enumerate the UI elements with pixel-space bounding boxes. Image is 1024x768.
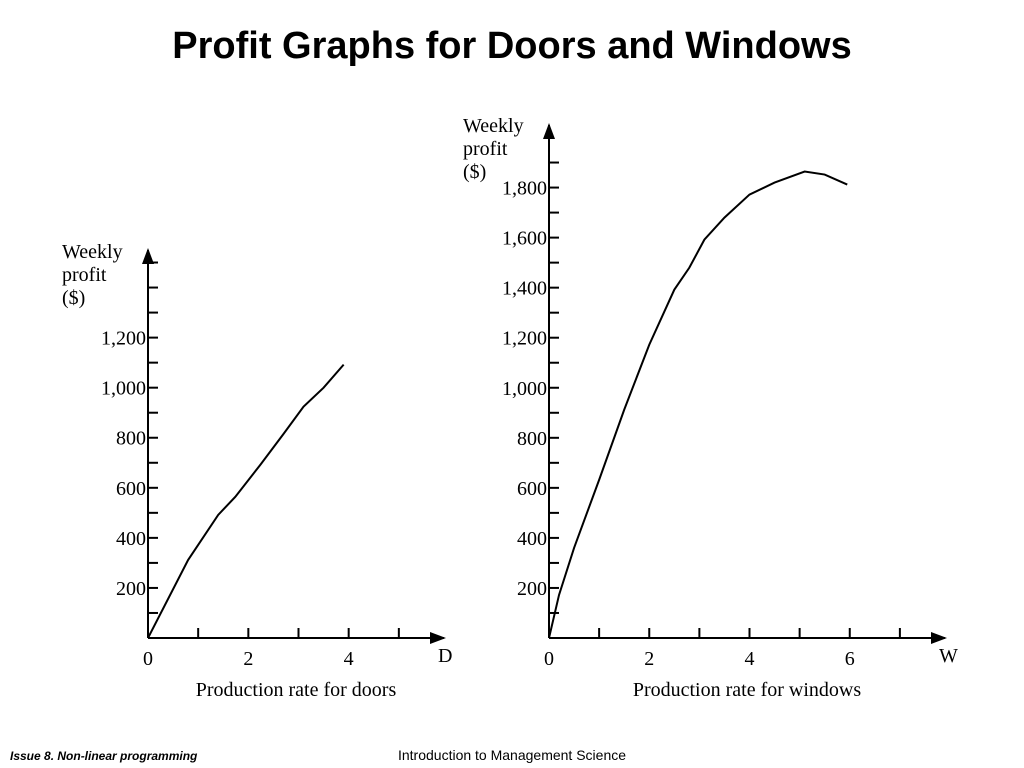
y-tick-label: 1,200: [101, 328, 146, 350]
y-tick-label: 1,400: [502, 278, 547, 300]
footer-left: Issue 8. Non-linear programming: [10, 749, 198, 763]
profit-curve: [548, 170, 848, 639]
y-tick-label: 1,000: [502, 378, 547, 400]
y-tick-label: 400: [517, 528, 547, 550]
y-arrow: [543, 123, 555, 139]
footer-right: Introduction to Management Science: [398, 747, 626, 763]
y-tick-label: 600: [517, 478, 547, 500]
y-axis-label: Weekly: [463, 115, 524, 137]
y-axis-label: Weekly: [62, 241, 123, 263]
y-arrow: [142, 248, 154, 264]
x-variable: W: [939, 645, 958, 667]
y-tick-label: 400: [116, 528, 146, 550]
y-tick-label: 1,600: [502, 228, 547, 250]
y-axis-label: ($): [62, 287, 85, 309]
slide-title: Profit Graphs for Doors and Windows: [172, 25, 851, 67]
x-tick-label: 0: [544, 648, 554, 670]
x-tick-label: 2: [243, 648, 253, 670]
y-axis-label: profit: [62, 264, 107, 286]
profit-curve: [147, 363, 345, 639]
x-axis-label: Production rate for windows: [633, 679, 862, 701]
y-axis-label: profit: [463, 138, 508, 160]
y-tick-label: 800: [116, 428, 146, 450]
y-tick-label: 600: [116, 478, 146, 500]
x-tick-label: 0: [143, 648, 153, 670]
y-tick-label: 200: [116, 578, 146, 600]
y-axis-label: ($): [463, 161, 486, 183]
y-tick-label: 800: [517, 428, 547, 450]
x-tick-label: 4: [344, 648, 354, 670]
x-variable: D: [438, 645, 452, 667]
x-arrow: [430, 632, 446, 644]
x-tick-label: 4: [745, 648, 755, 670]
x-arrow: [931, 632, 947, 644]
x-tick-label: 2: [644, 648, 654, 670]
x-axis-label: Production rate for doors: [196, 679, 397, 701]
y-tick-label: 200: [517, 578, 547, 600]
y-tick-label: 1,000: [101, 378, 146, 400]
y-tick-label: 1,800: [502, 178, 547, 200]
y-tick-label: 1,200: [502, 328, 547, 350]
x-tick-label: 6: [845, 648, 855, 670]
